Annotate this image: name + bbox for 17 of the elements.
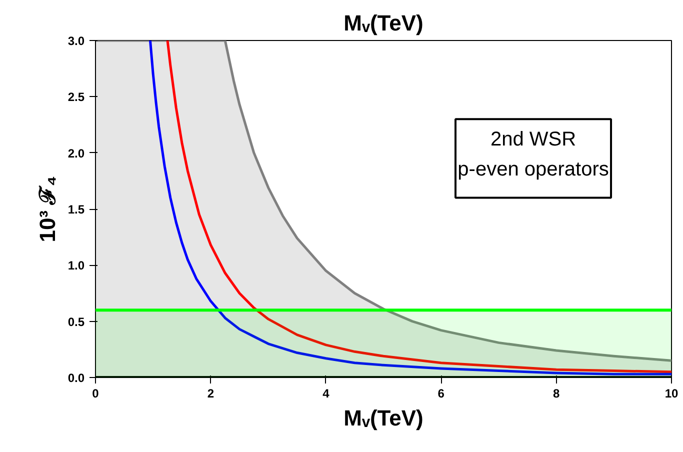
x-tick-label: 4 bbox=[322, 386, 330, 400]
y-tick-label: 2.0 bbox=[68, 146, 85, 160]
y-axis-title: 10³ ℱ₄ bbox=[34, 176, 60, 242]
text: Mᵥ(TeV) bbox=[344, 10, 424, 36]
x-tick-label: 8 bbox=[552, 386, 560, 400]
x-axis-title: Mᵥ(TeV) bbox=[344, 406, 424, 430]
x-tick-label: 0 bbox=[92, 386, 100, 400]
y-tick-label: 0.0 bbox=[68, 371, 85, 385]
x-tick-label: 2 bbox=[207, 386, 214, 400]
x-tick-label: 10 bbox=[664, 386, 678, 400]
y-tick-label: 1.0 bbox=[68, 258, 85, 273]
y-tick-label: 3.0 bbox=[68, 34, 85, 48]
annotation: 2nd WSR p-even operators bbox=[458, 128, 609, 181]
x-tick-label: 6 bbox=[438, 386, 445, 400]
y-tick-label: 0.5 bbox=[68, 314, 85, 329]
y-tick-label: 2.5 bbox=[68, 90, 85, 104]
y-tick-label: 1.5 bbox=[68, 202, 85, 216]
